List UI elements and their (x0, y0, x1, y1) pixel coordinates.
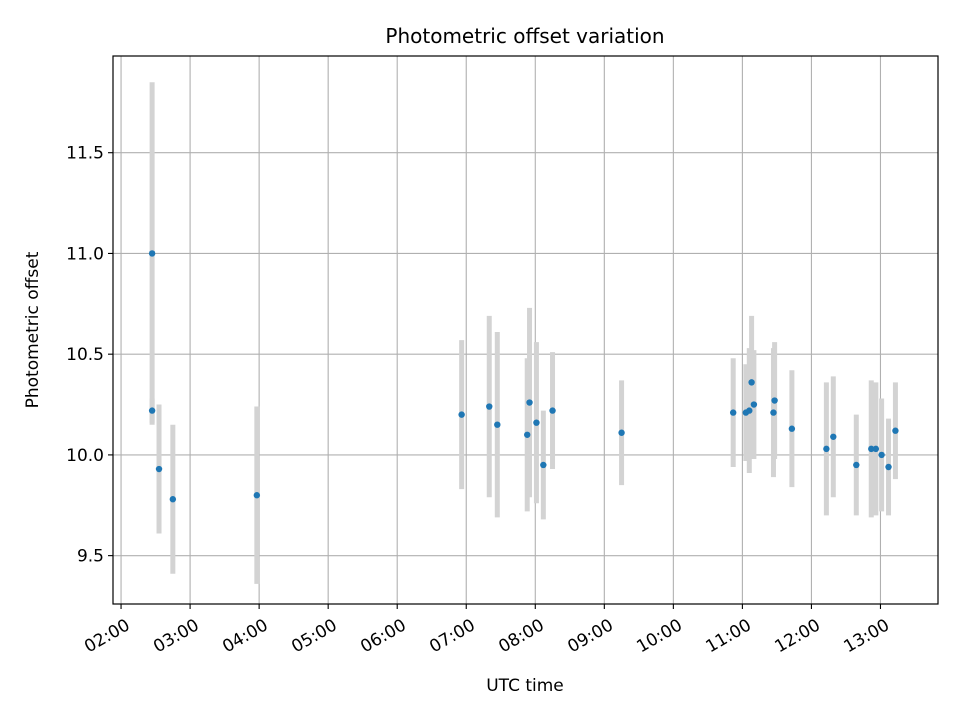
data-point (169, 496, 177, 503)
plot-frame (112, 55, 939, 605)
data-point (540, 461, 547, 469)
data-point (253, 492, 261, 499)
data-point (155, 465, 163, 473)
data-point (524, 431, 531, 438)
data-point (770, 409, 777, 416)
data-point (618, 429, 625, 436)
chart-title: Photometric offset variation (385, 24, 664, 48)
x-axis-label: UTC time (486, 676, 564, 696)
data-point (486, 403, 493, 410)
data-point (878, 451, 885, 459)
data-point (746, 407, 753, 414)
data-point (148, 250, 156, 257)
data-point (494, 421, 501, 428)
data-point (853, 461, 860, 469)
data-point (788, 425, 796, 432)
data-point (549, 407, 556, 414)
data-point (830, 433, 837, 440)
data-point (892, 427, 899, 434)
data-point (526, 399, 533, 406)
data-point (533, 419, 540, 426)
y-tick-label: 10.5 (66, 345, 104, 365)
data-point (750, 401, 758, 408)
data-point (458, 411, 465, 418)
y-tick-label: 11.0 (66, 244, 104, 264)
data-points (148, 250, 899, 503)
data-point (885, 463, 892, 471)
data-point (868, 445, 875, 453)
y-axis-label: Photometric offset (23, 251, 43, 408)
data-point (729, 409, 737, 416)
data-point (748, 379, 755, 386)
data-point (771, 397, 778, 404)
data-point (823, 445, 830, 453)
y-tick-label: 11.5 (66, 144, 104, 164)
y-tick-label: 9.5 (77, 547, 104, 567)
data-point (148, 407, 156, 414)
y-tick-label: 10.0 (66, 446, 104, 466)
data-point (872, 445, 880, 453)
